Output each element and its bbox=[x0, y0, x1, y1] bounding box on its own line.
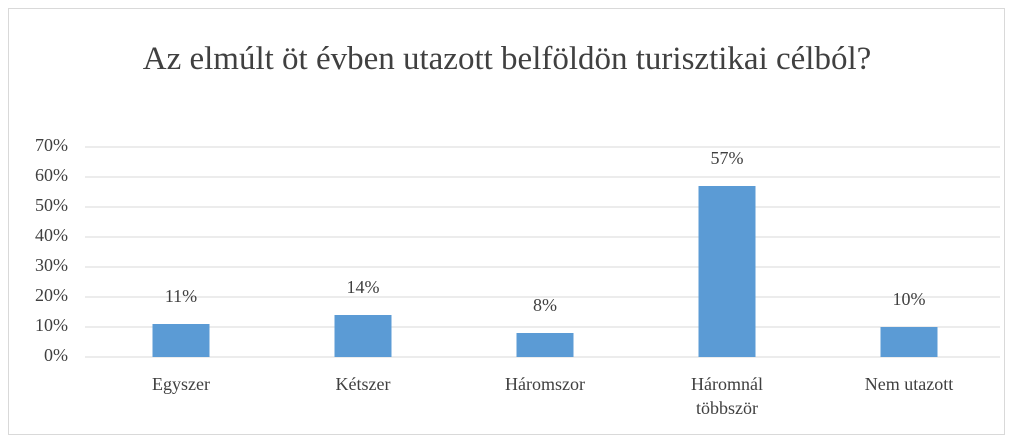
data-label: 57% bbox=[711, 148, 744, 168]
data-label: 10% bbox=[893, 289, 926, 309]
y-tick-label: 60% bbox=[35, 165, 68, 185]
bar bbox=[880, 327, 938, 357]
bar bbox=[334, 315, 392, 357]
x-tick-label: Háromnál többször bbox=[691, 374, 763, 418]
y-tick-label: 10% bbox=[35, 315, 68, 335]
x-tick-label: Nem utazott bbox=[864, 374, 954, 394]
y-tick-label: 70% bbox=[35, 135, 68, 155]
x-tick-label: Kétszer bbox=[335, 374, 391, 394]
y-tick-label: 0% bbox=[44, 345, 68, 365]
bar bbox=[698, 186, 756, 357]
chart-title: Az elmúlt öt évben utazott belföldön tur… bbox=[142, 41, 872, 77]
y-tick-label: 50% bbox=[35, 195, 68, 215]
chart-border bbox=[8, 8, 1005, 435]
bar bbox=[516, 333, 574, 357]
y-tick-label: 40% bbox=[35, 225, 68, 245]
data-label: 11% bbox=[165, 286, 197, 306]
x-tick-label: Egyszer bbox=[152, 374, 210, 394]
y-tick-label: 30% bbox=[35, 255, 68, 275]
bar bbox=[152, 324, 210, 357]
data-label: 14% bbox=[347, 277, 380, 297]
x-tick-label: Háromszor bbox=[505, 374, 585, 394]
data-label: 8% bbox=[533, 295, 557, 315]
y-tick-label: 20% bbox=[35, 285, 68, 305]
